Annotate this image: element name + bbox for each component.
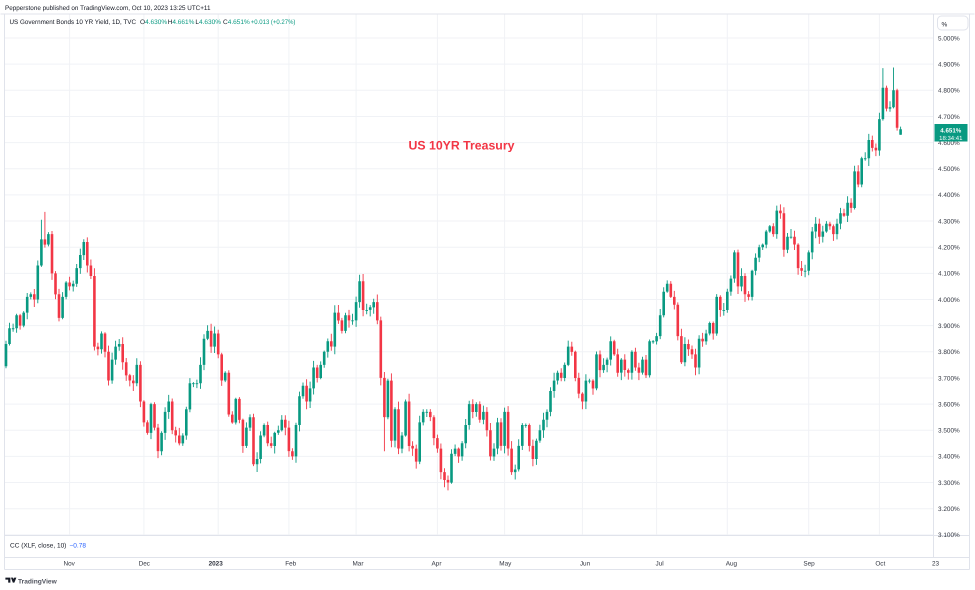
svg-text:4.500%: 4.500% (938, 166, 960, 173)
svg-text:TradingView: TradingView (18, 578, 58, 585)
svg-text:5.000%: 5.000% (938, 35, 960, 42)
svg-text:H4.661%: H4.661% (168, 19, 195, 26)
svg-text:3.600%: 3.600% (938, 401, 960, 408)
svg-text:3.100%: 3.100% (938, 532, 960, 539)
svg-text:Apr: Apr (432, 560, 443, 567)
svg-text:3.400%: 3.400% (938, 454, 960, 461)
svg-text:Sep: Sep (803, 560, 815, 567)
svg-text:US Government Bonds 10 YR Yiel: US Government Bonds 10 YR Yield, 1D, TVC (10, 19, 137, 26)
svg-text:3.200%: 3.200% (938, 506, 960, 513)
svg-text:Jun: Jun (580, 560, 591, 567)
svg-text:23: 23 (932, 560, 940, 567)
svg-text:+0.013 (+0.27%): +0.013 (+0.27%) (251, 19, 296, 26)
svg-text:Mar: Mar (352, 560, 364, 567)
svg-text:Jul: Jul (656, 560, 664, 567)
svg-text:4.200%: 4.200% (938, 245, 960, 252)
svg-text:O4.630%: O4.630% (140, 19, 167, 26)
svg-text:3.700%: 3.700% (938, 375, 960, 382)
svg-text:4.000%: 4.000% (938, 297, 960, 304)
svg-text:4.100%: 4.100% (938, 271, 960, 278)
svg-text:Dec: Dec (139, 560, 151, 567)
svg-text:3.900%: 3.900% (938, 323, 960, 330)
svg-text:3.500%: 3.500% (938, 428, 960, 435)
svg-text:3.800%: 3.800% (938, 349, 960, 356)
svg-text:%: % (942, 21, 948, 28)
svg-text:4.651%: 4.651% (940, 127, 961, 134)
svg-text:May: May (499, 560, 512, 567)
svg-text:18:34:41: 18:34:41 (939, 135, 963, 142)
svg-text:US 10YR Treasury: US 10YR Treasury (409, 139, 515, 153)
svg-text:Pepperstone published on Tradi: Pepperstone published on TradingView.com… (5, 5, 211, 12)
svg-text:Feb: Feb (285, 560, 296, 567)
svg-text:Nov: Nov (64, 560, 76, 567)
svg-text:4.700%: 4.700% (938, 114, 960, 121)
svg-text:Aug: Aug (726, 560, 738, 567)
svg-text:4.300%: 4.300% (938, 218, 960, 225)
svg-text:Oct: Oct (875, 560, 885, 567)
svg-text:4.900%: 4.900% (938, 61, 960, 68)
svg-text:L4.630%: L4.630% (195, 19, 221, 26)
svg-text:4.600%: 4.600% (938, 140, 960, 147)
svg-text:CC (XLF, close, 10) −0.78: CC (XLF, close, 10) −0.78 (10, 543, 86, 550)
svg-text:4.400%: 4.400% (938, 192, 960, 199)
svg-text:C4.651%: C4.651% (223, 19, 250, 26)
svg-text:4.800%: 4.800% (938, 88, 960, 95)
svg-text:3.300%: 3.300% (938, 480, 960, 487)
svg-text:2023: 2023 (209, 560, 224, 567)
